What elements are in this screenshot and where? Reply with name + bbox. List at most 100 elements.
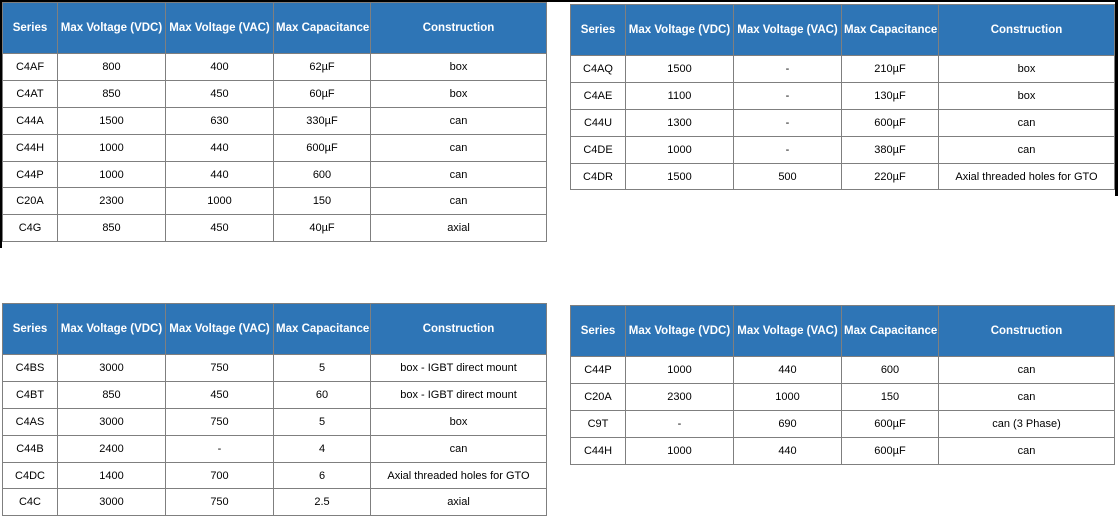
table-row: C4DE 1000-380µF can (570, 135, 1115, 164)
table-cell-con: axial (370, 488, 547, 517)
column-header-vac: Max Voltage (VAC) (165, 303, 274, 355)
table-row: C9T -690 600µF can (3 Phase) (570, 409, 1115, 438)
header-row: Series Max Voltage (VDC) Max Voltage (VAC)… (2, 303, 547, 355)
header-row: Series Max Voltage (VDC) Max Voltage (VAC)… (2, 2, 547, 54)
table-cell-vdc: 3000 (57, 407, 166, 436)
table-row: C4AT 850 450 60µF box (2, 79, 547, 108)
column-header-series: Series (570, 305, 626, 357)
table-cell-con: box (370, 79, 547, 108)
column-header-vdc: Max Voltage (VDC) (57, 2, 166, 54)
table-cell-con: can (370, 187, 547, 216)
table-cell-vdc: 2400 (57, 434, 166, 463)
table-cell-vdc: 850 (57, 79, 166, 108)
column-header-series: Series (570, 4, 626, 56)
table-cell-cap: 600µF (841, 436, 939, 465)
table-cell-con: axial (370, 214, 547, 243)
table-cell-con: box - IGBT direct mount (370, 380, 547, 409)
table-cell-cap: 600µF (273, 133, 371, 162)
table-cell-vdc: 1000 (625, 436, 734, 465)
table-cell-cap: 380µF (841, 135, 939, 164)
table-cell-series: C4AQ (570, 55, 626, 83)
table-cell-series: C44B (2, 434, 58, 463)
table-cell-series: C20A (2, 187, 58, 216)
column-header-cap: Max Capacitance (841, 305, 939, 357)
table-cell-vdc: 800 (57, 53, 166, 81)
table-cell-vdc: 1500 (625, 162, 734, 191)
capacitor-spec-table-bottom-right: Series Max Voltage (VDC) Max Voltage (VAC)… (570, 305, 1115, 465)
column-header-cap: Max Capacitance (841, 4, 939, 56)
table-cell-series: C4DR (570, 162, 626, 191)
table-cell-series: C9T (570, 409, 626, 438)
table-cell-vac: 750 (165, 488, 274, 517)
table-cell-cap: 150 (841, 382, 939, 411)
column-header-vdc: Max Voltage (VDC) (625, 305, 734, 357)
table-cell-vdc: 1500 (625, 55, 734, 83)
table-row: C44P 1000 440 600 can (570, 356, 1115, 384)
table-cell-cap: 150 (273, 187, 371, 216)
frame-top-edge (0, 0, 1118, 2)
table-row: C4AE 1100-130µF box (570, 81, 1115, 110)
column-header-con: Construction (370, 2, 547, 54)
table-row: C4DC 1400 700 6 Axial threaded holes for GTO (2, 461, 547, 490)
table-cell-vac: - (733, 81, 842, 110)
table-cell-cap: 4 (273, 434, 371, 463)
table-cell-vac: - (733, 108, 842, 137)
table-row: C44A 1500 630 330µF can (2, 106, 547, 135)
column-header-vdc: Max Voltage (VDC) (57, 303, 166, 355)
table-cell-cap: 60 (273, 380, 371, 409)
table-cell-con: can (938, 382, 1115, 411)
table-cell-vdc: 850 (57, 380, 166, 409)
table-cell-vac: - (165, 434, 274, 463)
table-cell-vac: 450 (165, 79, 274, 108)
table-cell-cap: 6 (273, 461, 371, 490)
table-row: C20A 2300 1000 150 can (570, 382, 1115, 411)
table-cell-series: C4AS (2, 407, 58, 436)
table-cell-vac: 700 (165, 461, 274, 490)
table-cell-series: C4AT (2, 79, 58, 108)
table-cell-vdc: 2300 (57, 187, 166, 216)
table-cell-cap: 130µF (841, 81, 939, 110)
frame-right-edge (1115, 0, 1118, 196)
table-cell-cap: 330µF (273, 106, 371, 135)
table-cell-series: C4AE (570, 81, 626, 110)
table-cell-vdc: 3000 (57, 488, 166, 517)
column-header-con: Construction (938, 305, 1115, 357)
table-cell-series: C44P (2, 160, 58, 189)
table-row: C4BS 3000 750 5 box - IGBT direct mount (2, 354, 547, 382)
table-cell-vac: 440 (165, 133, 274, 162)
column-header-series: Series (2, 2, 58, 54)
table-cell-vdc: 1300 (625, 108, 734, 137)
table-row: C44H 1000 440 600µF can (570, 436, 1115, 465)
table-cell-vac: - (733, 55, 842, 83)
table-row: C4AS 3000 750 5 box (2, 407, 547, 436)
table-cell-vdc: 850 (57, 214, 166, 243)
table-row: C44U 1300-600µF can (570, 108, 1115, 137)
table-cell-cap: 600µF (841, 108, 939, 137)
table-cell-con: can (370, 434, 547, 463)
table-cell-series: C4G (2, 214, 58, 243)
table-cell-vdc: 1100 (625, 81, 734, 110)
capacitor-spec-table-bottom-left: Series Max Voltage (VDC) Max Voltage (VAC)… (2, 303, 547, 517)
table-cell-cap: 40µF (273, 214, 371, 243)
table-cell-cap: 210µF (841, 55, 939, 83)
table-cell-series: C4DE (570, 135, 626, 164)
table-cell-series: C44P (570, 356, 626, 384)
table-cell-vac: 440 (165, 160, 274, 189)
table-cell-cap: 600 (273, 160, 371, 189)
table-cell-cap: 600 (841, 356, 939, 384)
table-row: C4BT 850 450 60 box - IGBT direct mount (2, 380, 547, 409)
table-cell-con: can (370, 160, 547, 189)
table-cell-con: can (370, 106, 547, 135)
table-cell-con: can (938, 108, 1115, 137)
table-cell-cap: 5 (273, 354, 371, 382)
table-row: C4AQ 1500-210µF box (570, 55, 1115, 83)
table-cell-vac: 500 (733, 162, 842, 191)
table-row: C4C 3000 750 2.5 axial (2, 488, 547, 517)
table-cell-vac: 400 (165, 53, 274, 81)
table-cell-cap: 5 (273, 407, 371, 436)
table-cell-vac: 750 (165, 354, 274, 382)
column-header-vac: Max Voltage (VAC) (165, 2, 274, 54)
table-cell-vac: 450 (165, 380, 274, 409)
table-cell-cap: 62µF (273, 53, 371, 81)
table-cell-series: C44H (570, 436, 626, 465)
